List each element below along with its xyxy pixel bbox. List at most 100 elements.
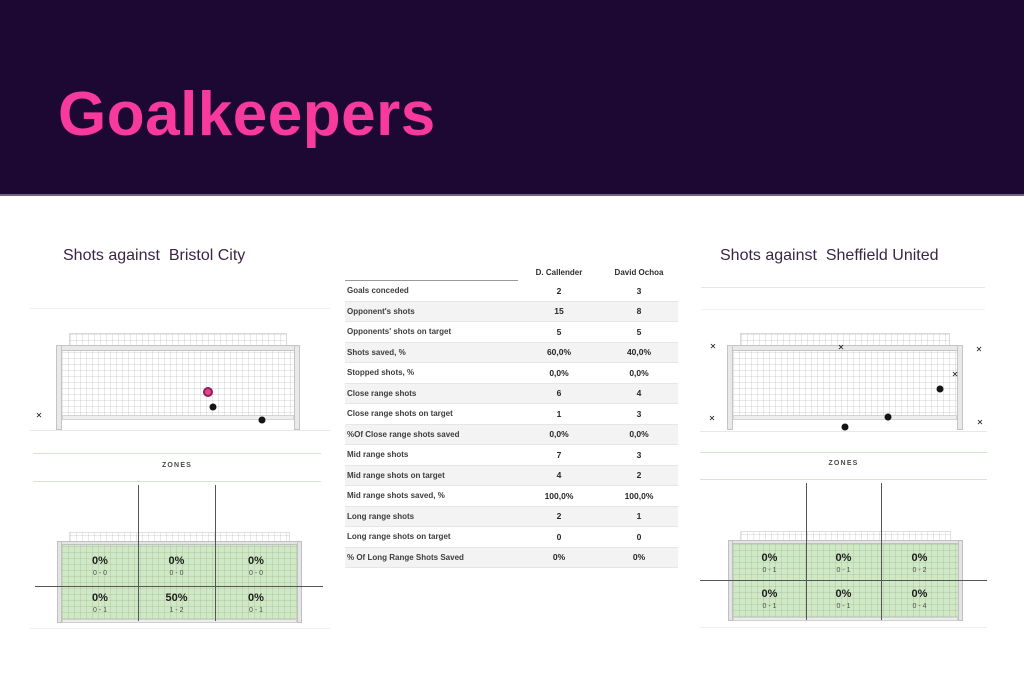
- table-row-label: %Of Close range shots saved: [347, 429, 460, 439]
- table-row: Long range shots on target 0 0: [345, 527, 678, 548]
- stats-table-body: Goals conceded 2 3 Opponent's shots 15 8 Oppon…: [345, 281, 678, 568]
- table-value-ochoa: 1: [636, 511, 642, 522]
- table-row: % Of Long Range Shots Saved 0% 0%: [345, 547, 678, 568]
- table-value-callender: 5: [556, 326, 562, 337]
- table-row: Long range shots 2 1: [345, 506, 678, 527]
- table-row: Close range shots 6 4: [345, 383, 678, 404]
- goal-net-top: [69, 333, 287, 347]
- goal-ground-bar: [62, 619, 297, 623]
- table-row: Shots saved, % 60,0% 40,0%: [345, 342, 678, 363]
- zone-save-percentage: 0%: [248, 555, 264, 567]
- shot-on-target-marker: [936, 385, 944, 393]
- sheffield-zones-ground-line: [700, 627, 987, 628]
- zone-goals-shots-ratio: 0 - 1: [92, 606, 107, 614]
- sheffield-zone-divider-h: [700, 580, 987, 581]
- zone-save-percentage: 50%: [165, 591, 188, 604]
- goal-net-top: [740, 333, 950, 347]
- shot-off-target-marker: ✕: [708, 414, 716, 423]
- sheffield-zones-grid: 0% 0 - 1 0% 0 - 1 0% 0 - 2 0% 0 - 1 0% 0 - 1 0% 0 -…: [733, 546, 958, 618]
- table-value-ochoa: 3: [636, 449, 642, 460]
- shot-on-target-marker: [841, 423, 849, 431]
- table-value-ochoa: 4: [636, 388, 642, 399]
- zone-save-percentage: 0%: [835, 551, 852, 564]
- zone-save-percentage: 0%: [911, 551, 928, 564]
- shot-off-target-marker: ✕: [951, 370, 959, 379]
- sheffield-ground-line: [700, 431, 987, 432]
- table-value-callender: 2: [556, 285, 562, 296]
- table-value-ochoa: 8: [636, 306, 642, 317]
- table-row: Close range shots on target 1 3: [345, 404, 678, 425]
- zone-save-percentage: 0%: [911, 587, 928, 600]
- sheffield-panel-divider: [701, 287, 985, 288]
- zone-cell: 0% 0 - 1: [806, 580, 881, 618]
- table-value-callender: 0%: [552, 552, 566, 563]
- bristol-zones-band-top: [33, 453, 321, 454]
- goal-right-post: [957, 345, 963, 430]
- table-value-ochoa: 3: [636, 285, 642, 296]
- table-row-label: Close range shots on target: [347, 409, 453, 419]
- shot-on-target-marker: [209, 403, 217, 411]
- table-header-label-spacer: [345, 264, 518, 281]
- bristol-zones-band-bottom: [33, 481, 321, 482]
- zone-save-percentage: 0%: [761, 587, 778, 600]
- table-value-ochoa: 40,0%: [626, 347, 652, 358]
- zone-goals-shots-ratio: 0 - 1: [248, 606, 263, 614]
- table-row-label: Long range shots on target: [347, 532, 451, 542]
- goal-left-post: [56, 345, 62, 430]
- sheffield-zone-divider-v1: [806, 483, 807, 620]
- bristol-zones-grid: 0% 0 - 0 0% 0 - 0 0% 0 - 0 0% 0 - 1 50% 1 - 2 0% 0 …: [62, 547, 297, 620]
- zone-cell: 50% 1 - 2: [138, 586, 215, 620]
- table-row-label: Mid range shots: [347, 450, 409, 460]
- table-value-callender: 2: [556, 511, 562, 522]
- table-row: Mid range shots saved, % 100,0% 100,0%: [345, 486, 678, 507]
- table-value-ochoa: 0,0%: [629, 429, 649, 440]
- goal-net: [733, 351, 957, 419]
- table-value-callender: 1: [556, 408, 562, 419]
- table-row: Stopped shots, % 0,0% 0,0%: [345, 363, 678, 384]
- zone-goals-shots-ratio: 0 - 1: [762, 602, 777, 610]
- zone-cell: 0% 0 - 4: [881, 580, 958, 618]
- zone-goals-shots-ratio: 1 - 2: [169, 606, 184, 614]
- bristol-zones-goal: [57, 532, 302, 623]
- table-value-ochoa: 5: [636, 326, 642, 337]
- zone-goals-shots-ratio: 0 - 2: [912, 566, 927, 574]
- table-row-label: Close range shots: [347, 388, 417, 398]
- table-row-label: Mid range shots saved, %: [347, 491, 445, 501]
- table-row-label: Shots saved, %: [347, 347, 406, 357]
- goal-right-post: [294, 345, 300, 430]
- table-row-label: Goals conceded: [347, 286, 409, 296]
- table-value-callender: 0,0%: [549, 429, 569, 440]
- table-row-label: % Of Long Range Shots Saved: [347, 552, 464, 562]
- bristol-ground-line: [30, 430, 330, 431]
- table-header-callender: D. Callender: [535, 268, 583, 277]
- bristol-zone-divider-v2: [215, 485, 216, 621]
- zone-cell: 0% 0 - 1: [733, 546, 806, 580]
- zone-save-percentage: 0%: [92, 555, 108, 567]
- goal-ground-bar: [62, 415, 294, 420]
- table-row: Mid range shots 7 3: [345, 445, 678, 466]
- sheffield-panel-divider-2: [701, 309, 985, 310]
- table-value-callender: 0,0%: [549, 367, 569, 378]
- zone-cell: 0% 0 - 1: [806, 546, 881, 580]
- table-value-ochoa: 100,0%: [624, 490, 654, 501]
- goal-ground-bar: [733, 415, 957, 420]
- table-row: Opponents' shots on target 5 5: [345, 322, 678, 343]
- table-value-callender: 0: [556, 531, 562, 542]
- goal-right-post: [297, 541, 302, 623]
- table-row-label: Opponents' shots on target: [347, 327, 452, 337]
- zone-goals-shots-ratio: 0 - 0: [248, 570, 263, 577]
- zone-goals-shots-ratio: 0 - 0: [169, 570, 184, 577]
- zone-save-percentage: 0%: [92, 591, 108, 604]
- table-row: Goals conceded 2 3: [345, 281, 678, 302]
- goal-ground-bar: [733, 617, 958, 621]
- goal-net-top: [69, 532, 290, 542]
- zone-goals-shots-ratio: 0 - 4: [912, 602, 927, 610]
- goal-left-post: [57, 541, 62, 623]
- zones-green-area: [62, 545, 297, 619]
- zone-cell: 0% 0 - 1: [733, 580, 806, 618]
- table-value-callender: 100,0%: [544, 490, 574, 501]
- zone-save-percentage: 0%: [761, 551, 778, 564]
- zone-cell: 0% 0 - 2: [881, 546, 958, 580]
- goal-conceded-marker: [203, 387, 213, 397]
- goal-left-post: [727, 345, 733, 430]
